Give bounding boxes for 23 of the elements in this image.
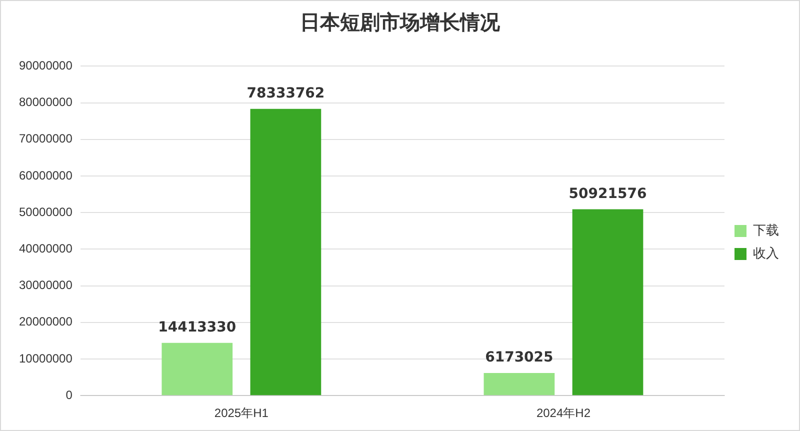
data-label: 6173025 [485, 350, 554, 366]
y-tick-label: 40000000 [19, 242, 73, 256]
y-tick-label: 0 [66, 388, 73, 402]
x-tick-label: 2025年H1 [214, 406, 269, 420]
y-tick-label: 50000000 [19, 204, 73, 219]
y-tick-label: 90000000 [19, 58, 73, 73]
data-label: 50921576 [568, 186, 647, 202]
y-tick-label: 70000000 [19, 132, 73, 146]
y-tick-label: 10000000 [19, 351, 73, 366]
y-tick-label: 20000000 [19, 314, 73, 329]
bar [162, 342, 233, 396]
legend-label: 收入 [753, 246, 779, 262]
x-tick-label: 2024年H2 [536, 406, 591, 420]
bar [250, 108, 322, 396]
y-tick-label: 30000000 [19, 278, 73, 292]
data-label: 78333762 [246, 86, 325, 102]
y-tick-label: 60000000 [19, 168, 73, 182]
chart-title: 日本短剧市场增长情况 [299, 9, 501, 36]
bar [572, 209, 644, 396]
legend-label: 下载 [753, 223, 779, 238]
bar [484, 373, 555, 396]
y-tick-label: 80000000 [19, 95, 73, 110]
data-label: 14413330 [158, 319, 236, 336]
